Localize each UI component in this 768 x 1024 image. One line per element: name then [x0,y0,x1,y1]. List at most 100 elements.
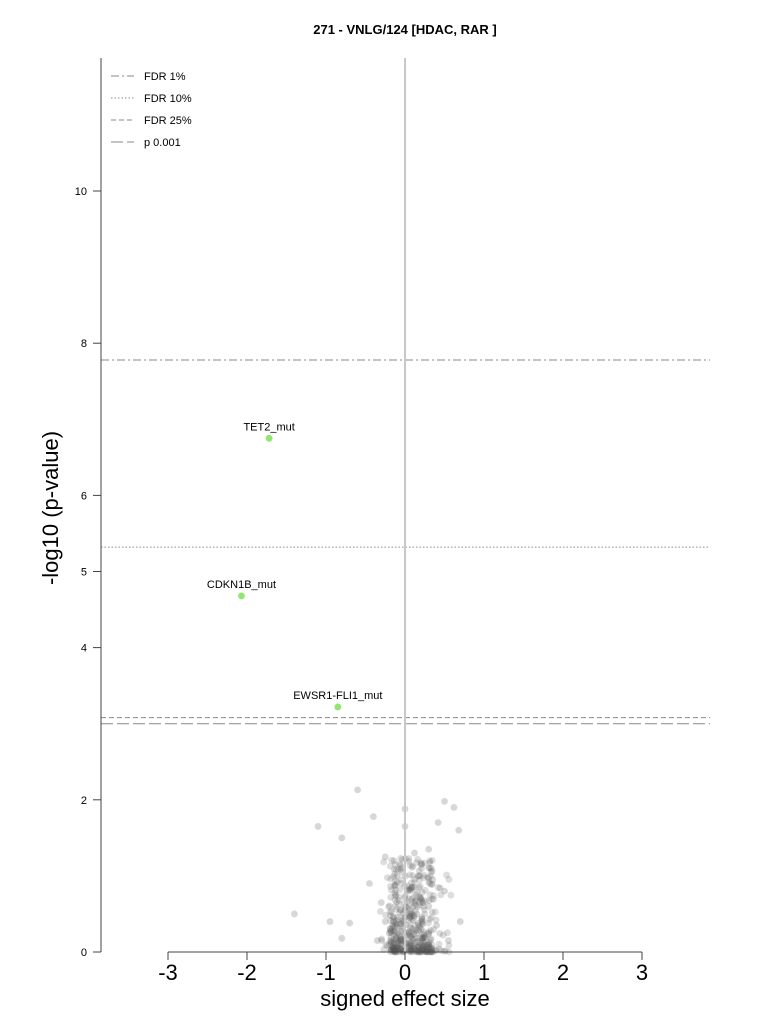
data-point [410,913,418,921]
data-point [414,921,422,929]
data-point [421,933,429,941]
data-point [396,909,404,917]
data-point [397,937,404,945]
data-point [443,871,451,879]
data-point [386,925,394,933]
data-point [413,903,421,911]
data-point [424,940,432,948]
data-point [408,910,416,918]
data-point [415,927,422,934]
data-point [414,919,422,927]
data-point [383,874,391,881]
data-point [389,913,397,920]
data-point [425,940,433,948]
highlighted-point [238,592,245,600]
chart-title: 271 - VNLG/124 [HDAC, RAR ] [313,22,496,37]
data-point [419,920,427,927]
data-point [408,942,416,950]
data-point [422,944,430,952]
data-point [439,931,447,939]
data-point [418,918,426,926]
data-point [407,942,415,949]
data-point [386,862,394,870]
data-point [409,916,417,924]
data-point [447,891,455,899]
data-point [405,855,413,862]
data-point [398,868,406,876]
data-point [386,902,394,910]
data-point [412,901,419,909]
data-point [427,944,435,952]
data-point [425,845,433,853]
data-point [414,943,422,951]
data-point [410,944,418,952]
data-point [409,872,417,879]
data-point [406,909,414,917]
data-point [407,885,414,893]
data-point [366,880,373,887]
data-point [390,943,398,951]
data-point [437,947,445,955]
data-point [385,929,393,937]
data-point [417,859,425,867]
data-point [380,946,388,954]
data-point [406,914,414,921]
data-point [377,899,385,906]
data-point [390,946,398,953]
data-point [392,917,400,925]
data-point [408,895,416,903]
data-point [430,895,437,903]
data-point [397,866,405,874]
data-point [410,931,418,938]
data-point [390,922,398,930]
data-point [397,923,405,931]
data-point [419,941,427,949]
data-point [386,912,394,920]
data-point [435,940,443,948]
data-point [409,925,417,933]
data-point [387,945,395,953]
data-point [428,941,436,949]
data-point [415,924,423,932]
data-point [405,930,413,938]
data-point [408,928,416,936]
data-point [425,928,433,936]
data-point [378,937,386,944]
data-point [393,943,400,951]
data-point [410,935,417,943]
data-point [419,934,426,942]
data-point [405,944,413,952]
axes: 0 2 4 5 6 8 10 -3 -2 -1 0 1 2 3 [75,58,648,985]
data-point [431,947,439,955]
data-point [416,876,423,884]
data-point [423,947,431,955]
data-point [390,935,398,943]
data-point [413,910,421,918]
data-point [389,918,397,926]
data-point [424,947,431,955]
data-point [398,925,406,933]
data-point [397,940,405,948]
data-point [387,939,395,946]
data-point [421,947,429,955]
data-point [419,917,427,925]
data-point [424,941,432,949]
data-point [408,934,416,942]
data-point [429,876,437,884]
data-point [392,886,400,894]
data-point [427,865,435,872]
legend-label: p 0.001 [144,137,181,149]
data-point [392,892,400,900]
data-point [422,934,429,942]
data-point [432,916,440,924]
data-point [393,898,401,906]
data-point [390,865,398,873]
data-point [422,897,429,905]
data-point [418,915,426,923]
data-point [419,899,427,906]
data-point [441,797,448,805]
data-point [427,868,435,876]
data-point [410,883,418,891]
data-point [406,942,414,949]
data-point [391,929,399,936]
